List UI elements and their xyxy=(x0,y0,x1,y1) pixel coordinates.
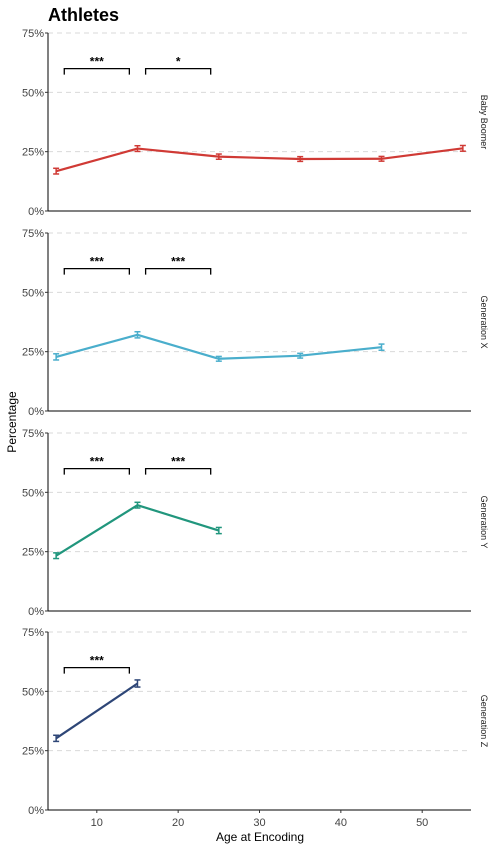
y-tick-label: 0% xyxy=(28,406,44,418)
facet-label: Generation X xyxy=(479,295,489,348)
error-bar xyxy=(378,343,385,351)
error-bar xyxy=(297,352,304,359)
y-tick-label: 50% xyxy=(22,686,44,698)
error-bar xyxy=(297,155,304,163)
significance-label: * xyxy=(176,55,181,69)
y-tick-label: 0% xyxy=(28,805,44,817)
y-axis-title: Percentage xyxy=(5,391,19,453)
series-line xyxy=(55,504,220,557)
significance-bracket: *** xyxy=(63,55,130,75)
significance-bracket: *** xyxy=(144,255,212,275)
significance-label: *** xyxy=(90,654,104,668)
facet-label: Generation Z xyxy=(479,695,489,748)
y-tick-label: 75% xyxy=(22,428,44,440)
significance-bracket: *** xyxy=(144,455,212,475)
facet-label: Baby Boomer xyxy=(479,95,489,150)
series-line xyxy=(55,333,382,360)
significance-label: *** xyxy=(171,255,185,269)
error-bar xyxy=(459,144,466,152)
facet-panels: 0%25%50%75%*** *Baby Boomer0%25%50%75%***… xyxy=(22,28,489,829)
error-bar xyxy=(134,501,141,509)
error-bar xyxy=(53,353,60,361)
significance-label: *** xyxy=(90,55,104,69)
x-axis-title: Age at Encoding xyxy=(216,830,304,844)
x-tick-label: 10 xyxy=(91,817,103,829)
y-tick-label: 75% xyxy=(22,627,44,639)
y-tick-label: 0% xyxy=(28,206,44,218)
significance-bracket: *** xyxy=(63,654,130,674)
error-bar xyxy=(215,355,222,362)
panel-generation-z: 0% 25% 50% 75% 10 20 30 40 50 *** Generation Z xyxy=(22,627,489,829)
y-tick-label: 50% xyxy=(22,87,44,99)
error-bar xyxy=(134,330,141,339)
error-bar xyxy=(53,734,60,743)
panel-generation-y: 0% 25% 50% 75% *** *** Generation Y xyxy=(22,428,489,618)
error-bar xyxy=(378,155,385,162)
y-tick-label: 75% xyxy=(22,228,44,240)
significance-label: *** xyxy=(90,455,104,469)
significance-label: *** xyxy=(90,255,104,269)
y-tick-label: 50% xyxy=(22,287,44,299)
error-bar xyxy=(134,679,141,688)
significance-bracket: * xyxy=(144,55,212,75)
error-bar xyxy=(53,167,60,175)
error-bar xyxy=(215,526,222,535)
x-tick-label: 30 xyxy=(253,817,265,829)
facet-label: Generation Y xyxy=(479,496,489,549)
y-tick-label: 25% xyxy=(22,746,44,758)
y-tick-label: 0% xyxy=(28,606,44,618)
panel-baby-boomer: 0%25%50%75%*** *Baby Boomer xyxy=(22,28,489,218)
y-tick-label: 25% xyxy=(22,347,44,359)
x-tick-label: 20 xyxy=(172,817,184,829)
y-tick-label: 25% xyxy=(22,147,44,159)
chart-title: Athletes xyxy=(48,5,119,25)
x-tick-label: 40 xyxy=(335,817,347,829)
series-line xyxy=(55,147,464,173)
error-bar xyxy=(134,144,141,153)
error-bar xyxy=(215,153,222,161)
significance-bracket: *** xyxy=(63,455,130,475)
error-bar xyxy=(53,552,60,560)
series-line xyxy=(55,682,139,740)
significance-label: *** xyxy=(171,455,185,469)
significance-bracket: *** xyxy=(63,255,130,275)
x-tick-label: 50 xyxy=(416,817,428,829)
y-tick-label: 75% xyxy=(22,28,44,40)
y-tick-label: 50% xyxy=(22,487,44,499)
y-tick-label: 25% xyxy=(22,547,44,559)
panel-generation-x: 0% 25% 50% 75% *** *** Generation X xyxy=(22,228,489,418)
